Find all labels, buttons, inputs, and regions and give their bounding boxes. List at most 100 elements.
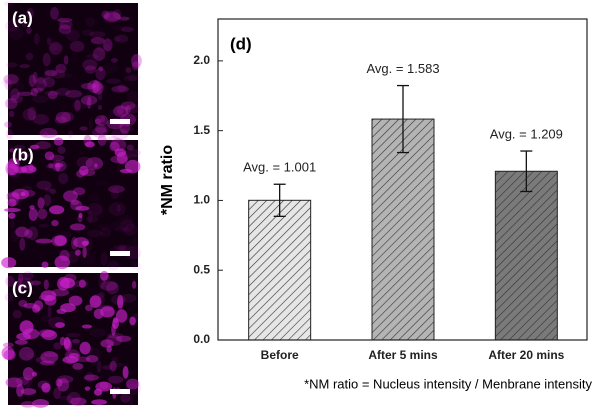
y-axis-label: *NM ratio [159, 145, 176, 215]
texture [43, 131, 49, 137]
panel-label: (b) [12, 145, 34, 164]
texture [128, 126, 134, 132]
texture [51, 235, 67, 247]
texture [4, 292, 14, 302]
texture [131, 61, 140, 71]
chart-label: (d) [230, 34, 252, 53]
texture [54, 162, 64, 168]
micrograph [8, 3, 138, 135]
texture [86, 229, 103, 238]
texture [35, 238, 53, 244]
texture [54, 235, 68, 246]
texture [56, 375, 74, 384]
texture [70, 199, 80, 206]
texture [57, 146, 66, 154]
texture [125, 67, 132, 74]
texture [107, 332, 124, 339]
texture [90, 293, 106, 306]
texture [43, 352, 59, 358]
texture [61, 111, 74, 123]
value-label: Avg. = 1.583 [366, 61, 439, 76]
scale-bar [110, 251, 130, 256]
texture [81, 29, 94, 36]
texture [15, 277, 34, 289]
texture [38, 329, 56, 338]
texture [109, 360, 117, 372]
texture [44, 151, 55, 161]
texture [94, 115, 109, 126]
texture [65, 332, 81, 338]
texture [59, 20, 73, 30]
texture [111, 220, 124, 228]
texture [87, 96, 92, 109]
texture [75, 205, 90, 211]
texture [100, 227, 112, 238]
texture [16, 384, 24, 397]
texture [74, 99, 81, 112]
texture [51, 288, 70, 297]
texture [117, 244, 128, 253]
y-tick-label: 0.5 [193, 262, 210, 276]
texture [3, 207, 21, 213]
texture [65, 395, 74, 404]
texture [39, 127, 58, 139]
texture [100, 339, 114, 348]
texture [91, 399, 108, 405]
texture [115, 335, 132, 342]
texture [85, 17, 96, 28]
texture [110, 58, 118, 63]
texture [27, 226, 39, 241]
texture [54, 255, 70, 270]
texture [116, 204, 121, 213]
texture [100, 115, 106, 123]
texture [92, 47, 106, 62]
texture [118, 16, 130, 21]
panel-label: (a) [12, 8, 33, 27]
texture [75, 356, 91, 363]
texture [80, 82, 97, 90]
texture [4, 78, 12, 91]
texture [48, 43, 65, 51]
texture [27, 106, 37, 121]
texture [89, 194, 100, 201]
texture [63, 190, 78, 202]
texture [49, 188, 57, 195]
texture [116, 84, 127, 92]
texture [126, 103, 140, 114]
scale-bar [110, 119, 130, 124]
micrographs: (a) (b) (c) [0, 1, 142, 408]
texture [128, 394, 133, 408]
texture [56, 18, 73, 23]
texture [29, 205, 35, 210]
texture [9, 192, 20, 207]
texture [33, 33, 40, 45]
texture [40, 351, 59, 364]
texture [129, 316, 136, 326]
texture [79, 165, 89, 176]
y-tick-label: 2.0 [193, 53, 210, 67]
texture [125, 378, 140, 390]
texture [127, 74, 141, 81]
texture [15, 226, 29, 238]
texture [21, 19, 27, 28]
value-label: Avg. = 1.001 [243, 160, 316, 175]
texture [119, 121, 130, 134]
texture [116, 151, 128, 165]
scale-bar [110, 389, 130, 394]
texture [89, 31, 106, 38]
texture [126, 90, 140, 103]
texture [30, 87, 38, 97]
texture [98, 66, 104, 72]
texture [99, 381, 109, 390]
texture [9, 148, 15, 153]
texture [96, 43, 111, 52]
micrograph [8, 140, 138, 267]
texture [81, 324, 93, 329]
texture [0, 79, 18, 86]
texture [7, 198, 17, 207]
texture [41, 261, 49, 269]
texture [82, 246, 87, 258]
texture [108, 185, 125, 193]
texture [87, 347, 102, 360]
texture [30, 82, 42, 90]
